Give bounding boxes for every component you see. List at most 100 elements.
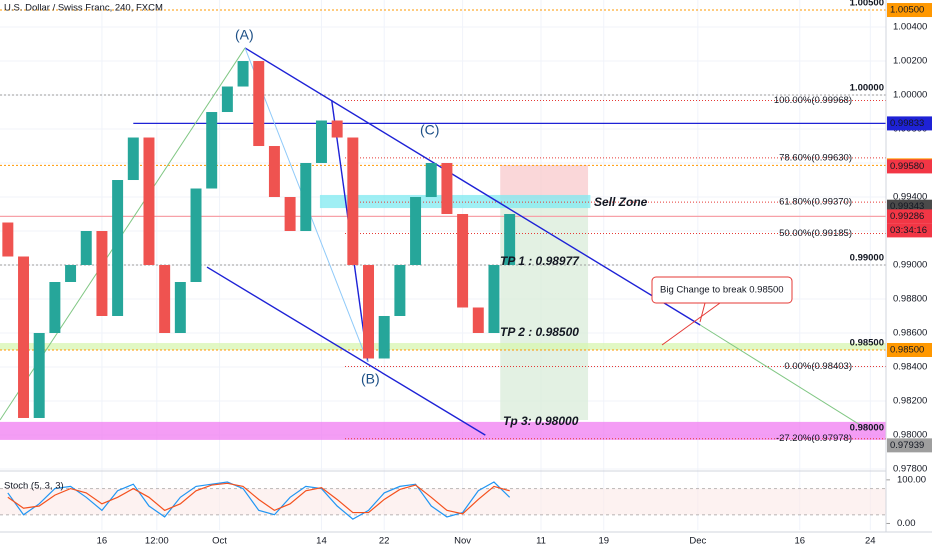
callout-pointer	[661, 302, 721, 346]
y-tick-label: 0.98400	[893, 362, 927, 373]
indicator-band	[0, 488, 886, 515]
x-tick-label: 11	[536, 536, 546, 547]
candle-body	[378, 315, 390, 359]
x-tick-label: 12:00	[145, 536, 169, 547]
indicator-title: Stoch (5, 3, 3)	[4, 481, 64, 492]
level-text: 0.98000	[850, 422, 884, 433]
y-tick-label: 0.98800	[893, 294, 927, 305]
x-tick-label: 24	[865, 536, 876, 547]
x-tick-label: Nov	[454, 536, 471, 547]
candle-body	[268, 146, 280, 198]
candle-body	[206, 112, 218, 189]
y-tick-label: 0.98000	[893, 429, 927, 440]
fib-label: 50.00%(0.99185)	[779, 228, 852, 239]
candle-body	[410, 197, 422, 266]
annotation: Sell Zone	[594, 195, 648, 209]
fib-label: 0.00%(0.98403)	[784, 361, 852, 372]
trendline	[244, 47, 701, 326]
annotation: TP 1 : 0.98977	[500, 254, 580, 268]
annotation: TP 2 : 0.98500	[500, 325, 579, 339]
indicator-line	[7, 481, 511, 520]
candle-body	[143, 137, 155, 266]
level-text: 0.98500	[850, 338, 884, 349]
y-tick-label: 0.98200	[893, 396, 927, 407]
trendline	[699, 324, 861, 426]
fib-label: -27.20%(0.97978)	[776, 433, 852, 444]
price-badge-text: 0.99343	[890, 201, 924, 212]
price-badge	[887, 438, 932, 453]
candle-body	[472, 307, 484, 333]
fib-label: 78.60%(0.99630)	[779, 152, 852, 163]
candle-body	[284, 197, 296, 232]
level-text: 0.99000	[850, 253, 884, 264]
candle-body	[159, 265, 171, 333]
x-tick-label: 16	[97, 536, 108, 547]
callout-pointer	[699, 302, 706, 323]
x-tick-label: 14	[316, 536, 327, 547]
candle-body	[504, 214, 516, 266]
candle-body	[221, 86, 233, 113]
x-tick-label: Dec	[689, 536, 706, 547]
countdown-badge	[887, 223, 932, 238]
zone	[0, 343, 886, 350]
candle-body	[80, 231, 92, 266]
wave-label: (B)	[361, 371, 380, 387]
candle-body	[315, 120, 327, 164]
y-tick-label: 1.00400	[893, 22, 927, 33]
price-badge	[887, 209, 932, 224]
x-tick-label: 22	[379, 536, 390, 547]
candle-body	[347, 137, 359, 266]
indicator-tick-label: 100.00	[897, 474, 926, 485]
price-badge-text: 0.97939	[890, 440, 924, 451]
chart-title: U.S. Dollar / Swiss Franc, 240, FXCM	[4, 3, 163, 14]
x-tick-label: 19	[598, 536, 609, 547]
y-tick-label: 0.99000	[893, 260, 927, 271]
fib-label: 100.00%(0.99968)	[774, 95, 852, 106]
candle-body	[49, 282, 61, 333]
candle-body	[33, 332, 45, 418]
candle-body	[425, 163, 437, 198]
wave-label: (A)	[235, 27, 254, 43]
callout-box	[651, 276, 793, 304]
x-tick-label: 16	[794, 536, 805, 547]
annotation: Tp 3: 0.98000	[503, 414, 579, 428]
candle-body	[65, 265, 77, 282]
candle-body	[96, 231, 108, 316]
candle-body	[112, 180, 124, 316]
price-badge	[887, 159, 932, 174]
y-tick-label: 0.99400	[893, 192, 927, 203]
candle-body	[488, 265, 500, 333]
y-tick-label: 0.97800	[893, 463, 927, 474]
fib-label: 61.80%(0.99370)	[779, 197, 852, 208]
candle-body	[18, 256, 30, 418]
zone	[500, 165, 589, 200]
y-tick-label: 0.98600	[893, 328, 927, 339]
x-tick-label: Oct	[212, 536, 227, 547]
candle-body	[237, 61, 249, 87]
candle-body	[253, 61, 265, 147]
level-text: 1.00500	[850, 0, 884, 9]
candle-body	[457, 214, 469, 308]
candle-body	[174, 282, 186, 333]
candle-body	[127, 137, 139, 181]
candle-body	[300, 163, 312, 232]
zone	[319, 194, 591, 209]
price-badge-text: 0.99286	[890, 211, 924, 222]
trendline	[206, 266, 486, 436]
price-badge-text: 1.00500	[890, 5, 924, 16]
price-badge-text: 0.99833	[890, 118, 924, 129]
main-layer	[0, 47, 861, 520]
price-badge	[887, 3, 932, 18]
indicator-tick-label: 0.00	[897, 518, 916, 529]
candle-body	[190, 188, 202, 282]
candle-body	[394, 265, 406, 316]
candle-body	[331, 120, 343, 138]
y-tick-label: 1.00000	[893, 90, 927, 101]
y-tick-label: 1.00200	[893, 56, 927, 67]
countdown-text: 03:34:16	[890, 225, 927, 236]
candle-body	[441, 163, 453, 215]
level-text: 1.00000	[850, 83, 884, 94]
candle-body	[2, 222, 14, 257]
